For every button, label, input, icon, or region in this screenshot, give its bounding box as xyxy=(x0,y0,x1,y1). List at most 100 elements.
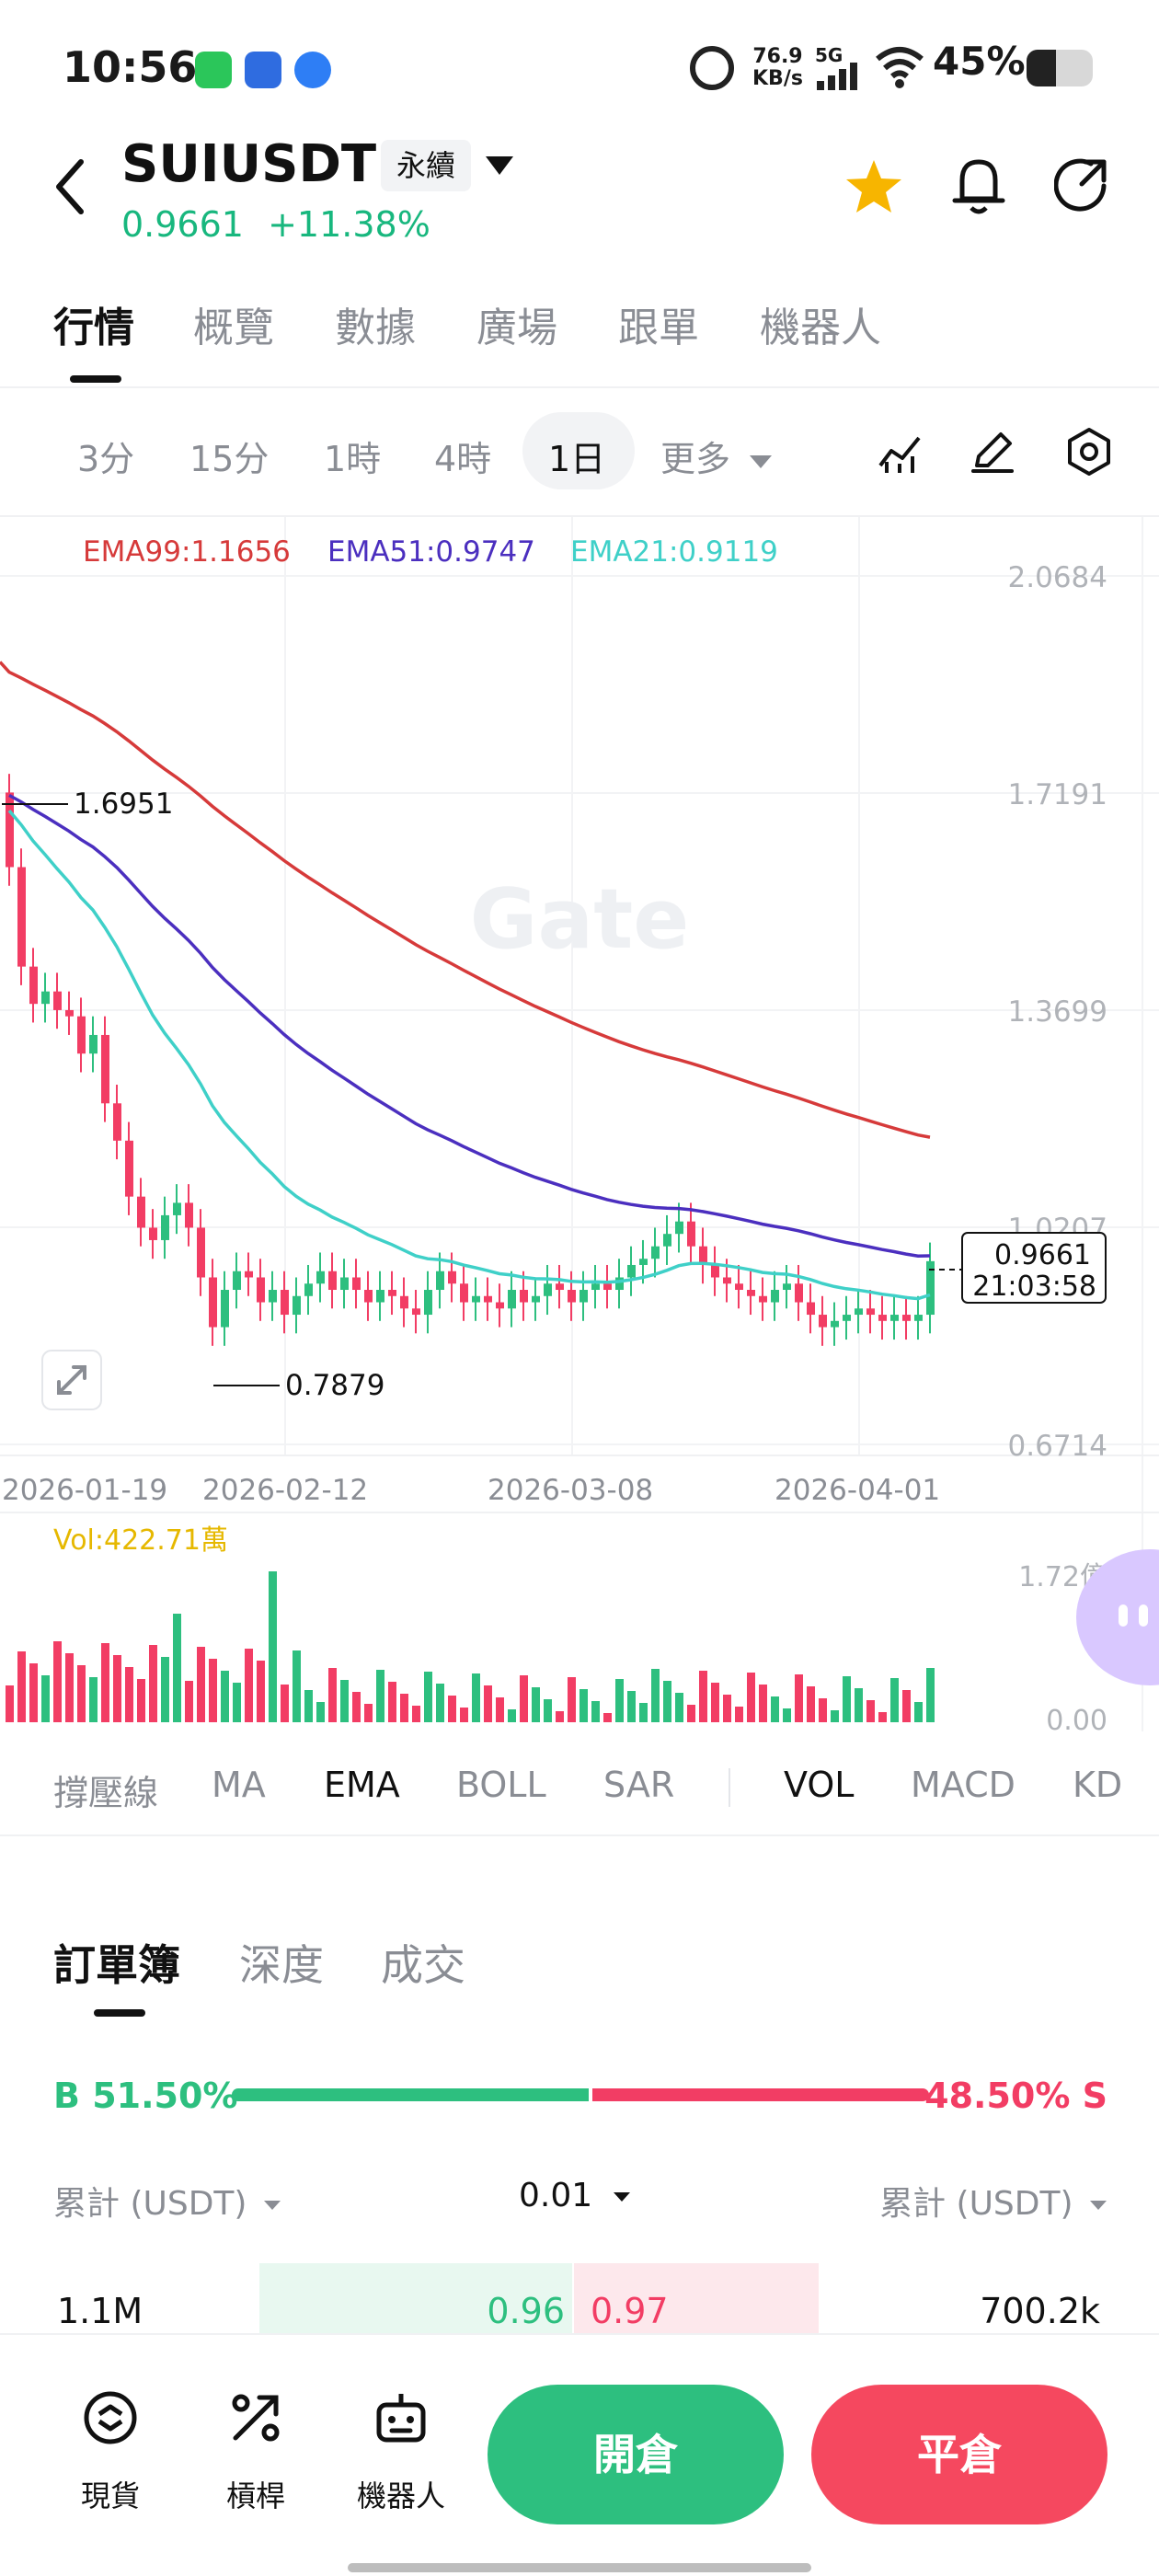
open-position-button[interactable]: 開倉 xyxy=(488,2385,784,2524)
tab-depth[interactable]: 深度 xyxy=(239,1940,324,1990)
volume-bar xyxy=(663,1681,671,1722)
candle xyxy=(185,1202,193,1228)
volume-bar xyxy=(675,1693,683,1722)
candle xyxy=(340,1277,349,1291)
timeframe-1h[interactable]: 1時 xyxy=(324,439,382,479)
column-cumulative-right[interactable]: 累計 (USDT) xyxy=(879,2177,1107,2225)
orderbook-bid-price[interactable]: 0.96 xyxy=(487,2291,565,2331)
indicator-tab-macd[interactable]: MACD xyxy=(911,1765,1016,1805)
indicator-tab-vol[interactable]: VOL xyxy=(784,1765,855,1805)
candle xyxy=(53,991,62,1010)
candle xyxy=(819,1315,827,1328)
tab-orderbook[interactable]: 訂單簿 xyxy=(53,1940,180,1990)
volume-bar xyxy=(819,1698,827,1722)
tab-trades[interactable]: 成交 xyxy=(381,1940,465,1990)
high-label: 1.6951 xyxy=(74,788,173,821)
candle xyxy=(544,1283,552,1296)
volume-bar xyxy=(376,1670,384,1722)
timeframe-15m[interactable]: 15分 xyxy=(189,439,270,479)
share-icon[interactable] xyxy=(1054,156,1109,213)
volume-bar xyxy=(568,1677,576,1722)
precision-value: 0.01 xyxy=(519,2177,593,2214)
timeframe-4h[interactable]: 4時 xyxy=(434,439,492,479)
tab-market[interactable]: 行情 xyxy=(53,305,134,351)
volume-bar xyxy=(316,1702,325,1722)
indicator-tab-support-resistance[interactable]: 撐壓線 xyxy=(53,1773,159,1813)
indicator-tab-sar[interactable]: SAR xyxy=(603,1765,675,1805)
volume-bar xyxy=(6,1685,14,1722)
ema99-line xyxy=(0,661,931,1139)
candle xyxy=(209,1277,217,1328)
tab-square[interactable]: 廣場 xyxy=(476,305,557,351)
candle xyxy=(245,1271,253,1278)
timeframe-1d[interactable]: 1日 xyxy=(548,439,606,479)
candle xyxy=(603,1283,612,1291)
candle xyxy=(735,1283,743,1291)
volume-bar xyxy=(352,1692,361,1722)
volume-bar xyxy=(65,1653,74,1722)
volume-bar xyxy=(639,1703,648,1722)
volume-bar xyxy=(125,1667,133,1722)
chart-settings-icon[interactable] xyxy=(1065,427,1113,477)
draw-pencil-icon[interactable] xyxy=(970,429,1016,475)
volume-bar xyxy=(723,1695,731,1722)
timeframe-3m[interactable]: 3分 xyxy=(77,439,135,479)
tab-copy-trade[interactable]: 跟單 xyxy=(618,305,699,351)
indicator-tab-ma[interactable]: MA xyxy=(212,1765,266,1805)
indicator-tab-ema[interactable]: EMA xyxy=(324,1765,400,1805)
tab-bots[interactable]: 機器人 xyxy=(760,305,881,351)
signal-icon: 5G xyxy=(815,44,863,90)
symbol-dropdown-icon[interactable] xyxy=(484,155,515,177)
indicator-icon[interactable] xyxy=(878,431,924,475)
volume-bar xyxy=(53,1641,62,1722)
candle xyxy=(364,1290,373,1303)
timeframe-more[interactable]: 更多 xyxy=(660,431,773,481)
volume-bar xyxy=(544,1699,552,1722)
chart-grid xyxy=(0,517,1159,1731)
close-position-button[interactable]: 平倉 xyxy=(811,2385,1107,2524)
candlestick-chart[interactable]: Gate EMA99:1.1656 EMA51:0.9747 EMA21:0.9… xyxy=(0,517,1159,1768)
ratio-bar-buy xyxy=(232,2088,589,2101)
tab-overview[interactable]: 概覽 xyxy=(193,305,274,351)
candle xyxy=(173,1202,181,1215)
volume-bar xyxy=(771,1696,779,1722)
tab-data[interactable]: 數據 xyxy=(335,305,416,351)
indicator-tab-kd[interactable]: KD xyxy=(1073,1765,1123,1805)
battery-percent: 45% xyxy=(933,39,1026,84)
volume-bar xyxy=(17,1651,26,1722)
bell-icon[interactable] xyxy=(951,155,1006,217)
candle xyxy=(771,1290,779,1303)
candle xyxy=(568,1290,576,1303)
nav-bot[interactable]: 機器人 xyxy=(337,2388,465,2517)
precision-select[interactable]: 0.01 xyxy=(519,2177,631,2214)
candle xyxy=(328,1271,337,1291)
candle xyxy=(591,1283,600,1291)
ratio-bar-sell xyxy=(592,2088,929,2101)
candle xyxy=(197,1227,205,1278)
y-tick-label: 0.6714 xyxy=(1008,1430,1107,1463)
back-arrow-icon[interactable] xyxy=(52,158,88,215)
volume-bar xyxy=(472,1673,480,1722)
net-speed: 76.9 KB/s xyxy=(752,46,803,90)
last-price-label: 0.9661 xyxy=(994,1239,1091,1271)
orderbook-ask-price[interactable]: 0.97 xyxy=(591,2291,669,2331)
column-cumulative-right-label: 累計 (USDT) xyxy=(879,2185,1073,2223)
nav-margin[interactable]: 槓桿 xyxy=(191,2388,320,2517)
candle xyxy=(651,1246,660,1259)
volume-bar xyxy=(89,1677,98,1722)
symbol-title[interactable]: SUIUSDT xyxy=(121,134,377,194)
contract-type-badge[interactable]: 永續 xyxy=(381,140,471,191)
indicator-tab-boll[interactable]: BOLL xyxy=(456,1765,546,1805)
nav-spot-label: 現貨 xyxy=(80,2478,140,2513)
star-icon[interactable] xyxy=(844,158,903,215)
volume-bar xyxy=(591,1701,600,1722)
candle xyxy=(281,1290,289,1316)
column-cumulative-left-label: 累計 (USDT) xyxy=(53,2185,247,2223)
candle xyxy=(508,1290,516,1309)
candle xyxy=(807,1302,815,1316)
nav-spot[interactable]: 現貨 xyxy=(46,2388,175,2517)
countdown-label: 21:03:58 xyxy=(972,1271,1096,1303)
column-cumulative-left[interactable]: 累計 (USDT) xyxy=(53,2177,281,2225)
divider xyxy=(0,386,1159,388)
home-indicator xyxy=(348,2563,811,2572)
